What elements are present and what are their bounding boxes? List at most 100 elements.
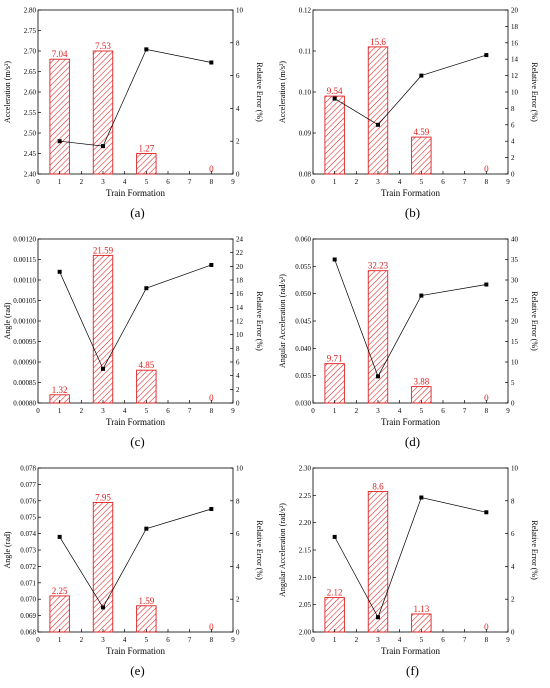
plot-frame bbox=[37, 238, 234, 404]
y-tick-label: 0.068 bbox=[20, 629, 36, 637]
y2-axis-title: Relative Error (%) bbox=[530, 291, 539, 351]
y2-tick-label: 22 bbox=[236, 249, 244, 257]
chart-svg: 2.25 7.95 1.59 0 0 1 2 3 4 5 6 7 8 9 0.068 0.069 0.070 0.… bbox=[3, 465, 264, 657]
y2-tick-label: 4 bbox=[236, 563, 240, 571]
y2-axis-title: Relative Error (%) bbox=[530, 62, 539, 122]
error-point bbox=[209, 60, 214, 65]
x-tick-label: 6 bbox=[166, 636, 170, 644]
y2-tick-label: 16 bbox=[236, 290, 244, 298]
bar-data-label: 2.12 bbox=[327, 588, 343, 598]
x-tick-label: 3 bbox=[376, 636, 380, 644]
y2-tick-label: 8 bbox=[236, 497, 240, 505]
y-tick-label: 0.12 bbox=[299, 7, 312, 15]
x-tick-label: 1 bbox=[58, 178, 62, 186]
y-tick-label: 2.10 bbox=[299, 574, 312, 582]
x-axis-title: Train Formation bbox=[106, 646, 165, 656]
error-line bbox=[334, 54, 487, 126]
y-tick-label: 2.75 bbox=[24, 27, 37, 35]
chart-svg: 9.71 32.23 3.88 0 0 1 2 3 4 5 6 7 8 9 0.030 0.035 0.040 0… bbox=[278, 236, 539, 428]
y2-tick-label: 10 bbox=[236, 465, 244, 473]
y2-axis-title: Relative Error (%) bbox=[530, 520, 539, 580]
y2-tick-label: 0 bbox=[236, 629, 240, 637]
bar-data-label: 7.95 bbox=[95, 492, 111, 502]
y2-tick-label: 2 bbox=[236, 386, 240, 394]
y2-tick-label: 6 bbox=[236, 359, 240, 367]
y2-tick-label: 18 bbox=[236, 277, 244, 285]
y-tick-label: 0.072 bbox=[20, 563, 36, 571]
chart-panel: 9.54 15.6 4.59 0 0 1 2 3 4 5 6 7 8 9 0.08 0.09 0.10 0.11 0… bbox=[275, 0, 550, 229]
y2-tick-label: 0 bbox=[511, 400, 515, 408]
error-point bbox=[376, 615, 380, 620]
error-point bbox=[144, 286, 149, 291]
y-tick-label: 0.040 bbox=[295, 345, 311, 353]
bar-data-label: 0 bbox=[484, 622, 489, 632]
x-tick-label: 3 bbox=[101, 178, 105, 186]
error-point bbox=[332, 257, 337, 262]
bar bbox=[411, 136, 432, 175]
x-tick-label: 6 bbox=[441, 636, 445, 644]
y2-tick-label: 35 bbox=[511, 256, 519, 264]
y-tick-label: 0.030 bbox=[295, 400, 311, 408]
y-tick-label: 2.25 bbox=[299, 492, 312, 500]
y2-tick-label: 4 bbox=[236, 372, 240, 380]
x-tick-label: 6 bbox=[441, 407, 445, 415]
y2-tick-label: 2 bbox=[236, 596, 240, 604]
y2-tick-label: 6 bbox=[236, 530, 240, 538]
y-tick-label: 2.30 bbox=[299, 465, 312, 473]
y2-tick-label: 8 bbox=[511, 105, 515, 113]
y2-tick-label: 14 bbox=[236, 304, 244, 312]
error-point bbox=[209, 262, 214, 267]
x-tick-label: 1 bbox=[333, 178, 337, 186]
y-tick-label: 2.80 bbox=[24, 7, 37, 15]
y-tick-label: 2.00 bbox=[299, 629, 312, 637]
y-tick-label: 0.069 bbox=[20, 612, 36, 620]
y2-tick-label: 30 bbox=[511, 277, 519, 285]
x-tick-label: 0 bbox=[36, 636, 40, 644]
bar-data-label: 0 bbox=[484, 164, 489, 174]
bar-data-label: 9.54 bbox=[327, 86, 343, 96]
y-tick-label: 0.08 bbox=[299, 171, 312, 179]
bar bbox=[367, 46, 389, 175]
y-tick-label: 0.00115 bbox=[14, 256, 37, 264]
x-tick-label: 2 bbox=[80, 407, 84, 415]
x-tick-label: 8 bbox=[210, 636, 214, 644]
y2-axis-title: Relative Error (%) bbox=[255, 62, 264, 122]
bar-data-label: 9.71 bbox=[327, 354, 343, 364]
bar-data-label: 3.88 bbox=[413, 377, 429, 387]
x-axis-title: Train Formation bbox=[381, 646, 440, 656]
x-tick-label: 4 bbox=[398, 407, 402, 415]
panel-label: (c) bbox=[130, 434, 145, 449]
x-tick-label: 5 bbox=[145, 178, 149, 186]
error-point bbox=[484, 510, 489, 515]
y2-tick-label: 20 bbox=[511, 318, 519, 326]
error-point bbox=[332, 534, 337, 539]
bar bbox=[367, 270, 389, 404]
chart-svg: 2.12 8.6 1.13 0 0 1 2 3 4 5 6 7 8 9 2.00 2.05 2.10 2.15 2.… bbox=[278, 465, 539, 657]
y2-tick-label: 2 bbox=[236, 138, 240, 146]
y-tick-label: 0.09 bbox=[299, 130, 312, 138]
y-tick-label: 0.00100 bbox=[13, 318, 36, 326]
y-axis-title: Angular Acceleration (rad/s²) bbox=[278, 503, 287, 597]
y-tick-label: 2.55 bbox=[24, 109, 37, 117]
x-tick-label: 8 bbox=[485, 178, 489, 186]
bar bbox=[49, 58, 70, 175]
y2-tick-label: 4 bbox=[511, 138, 515, 146]
y2-tick-label: 6 bbox=[236, 72, 240, 80]
error-point bbox=[376, 122, 380, 127]
y-tick-label: 0.045 bbox=[295, 318, 311, 326]
x-tick-label: 6 bbox=[166, 178, 170, 186]
x-tick-label: 8 bbox=[210, 178, 214, 186]
error-point bbox=[484, 282, 489, 287]
x-tick-label: 4 bbox=[123, 407, 127, 415]
x-tick-label: 3 bbox=[101, 636, 105, 644]
bar-data-label: 4.85 bbox=[138, 360, 154, 370]
x-tick-label: 7 bbox=[463, 407, 467, 415]
x-tick-label: 9 bbox=[506, 407, 510, 415]
x-tick-label: 5 bbox=[145, 636, 149, 644]
y2-tick-label: 4 bbox=[236, 105, 240, 113]
y2-tick-label: 4 bbox=[511, 563, 515, 571]
bar bbox=[324, 95, 345, 175]
